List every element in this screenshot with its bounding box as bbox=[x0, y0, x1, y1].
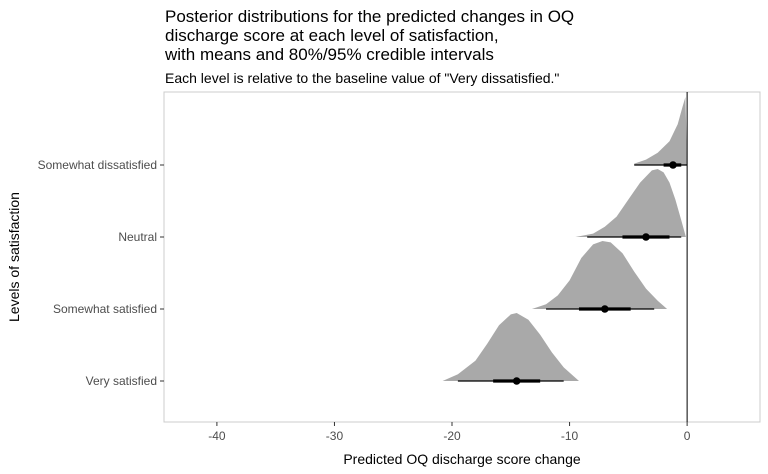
x-tick-label: 0 bbox=[684, 429, 691, 443]
chart-title-line: Posterior distributions for the predicte… bbox=[165, 7, 575, 26]
mean-point bbox=[669, 161, 677, 169]
y-axis: Somewhat dissatisfied Neutral Somewhat sat… bbox=[38, 158, 164, 388]
mean-point bbox=[642, 233, 650, 241]
chart-title-line: discharge score at each level of satisfa… bbox=[165, 26, 499, 45]
plot-panel bbox=[163, 91, 761, 423]
halfeye-very-satisfied bbox=[442, 313, 579, 385]
mean-point bbox=[512, 377, 521, 385]
y-tick-label: Somewhat satisfied bbox=[53, 302, 157, 316]
chart-title-line: with means and 80%/95% credible interval… bbox=[165, 45, 494, 64]
halfeye-somewhat-dissatisfied bbox=[634, 97, 688, 169]
mean-point bbox=[601, 305, 609, 313]
y-tick-label: Neutral bbox=[118, 230, 157, 244]
y-axis-title: Levels of satisfaction bbox=[6, 192, 22, 322]
x-axis-title: Predicted OQ discharge score change bbox=[343, 451, 581, 467]
density-area bbox=[531, 241, 668, 309]
x-axis: -40 -30 -20 -10 0 bbox=[208, 422, 691, 443]
chart-subtitle: Each level is relative to the baseline v… bbox=[165, 70, 560, 86]
x-tick-label: -30 bbox=[326, 429, 344, 443]
x-tick-label: -20 bbox=[443, 429, 461, 443]
halfeye-somewhat-satisfied bbox=[531, 241, 668, 313]
density-area bbox=[442, 313, 579, 381]
density-area bbox=[575, 169, 686, 237]
halfeye-neutral bbox=[575, 169, 686, 241]
density-area bbox=[634, 97, 688, 165]
chart-title: Posterior distributions for the predicte… bbox=[165, 7, 755, 64]
x-tick-label: -40 bbox=[208, 429, 226, 443]
y-tick-label: Very satisfied bbox=[86, 374, 157, 388]
x-tick-label: -10 bbox=[561, 429, 579, 443]
y-tick-label: Somewhat dissatisfied bbox=[38, 158, 157, 172]
chart-marks bbox=[442, 92, 688, 422]
